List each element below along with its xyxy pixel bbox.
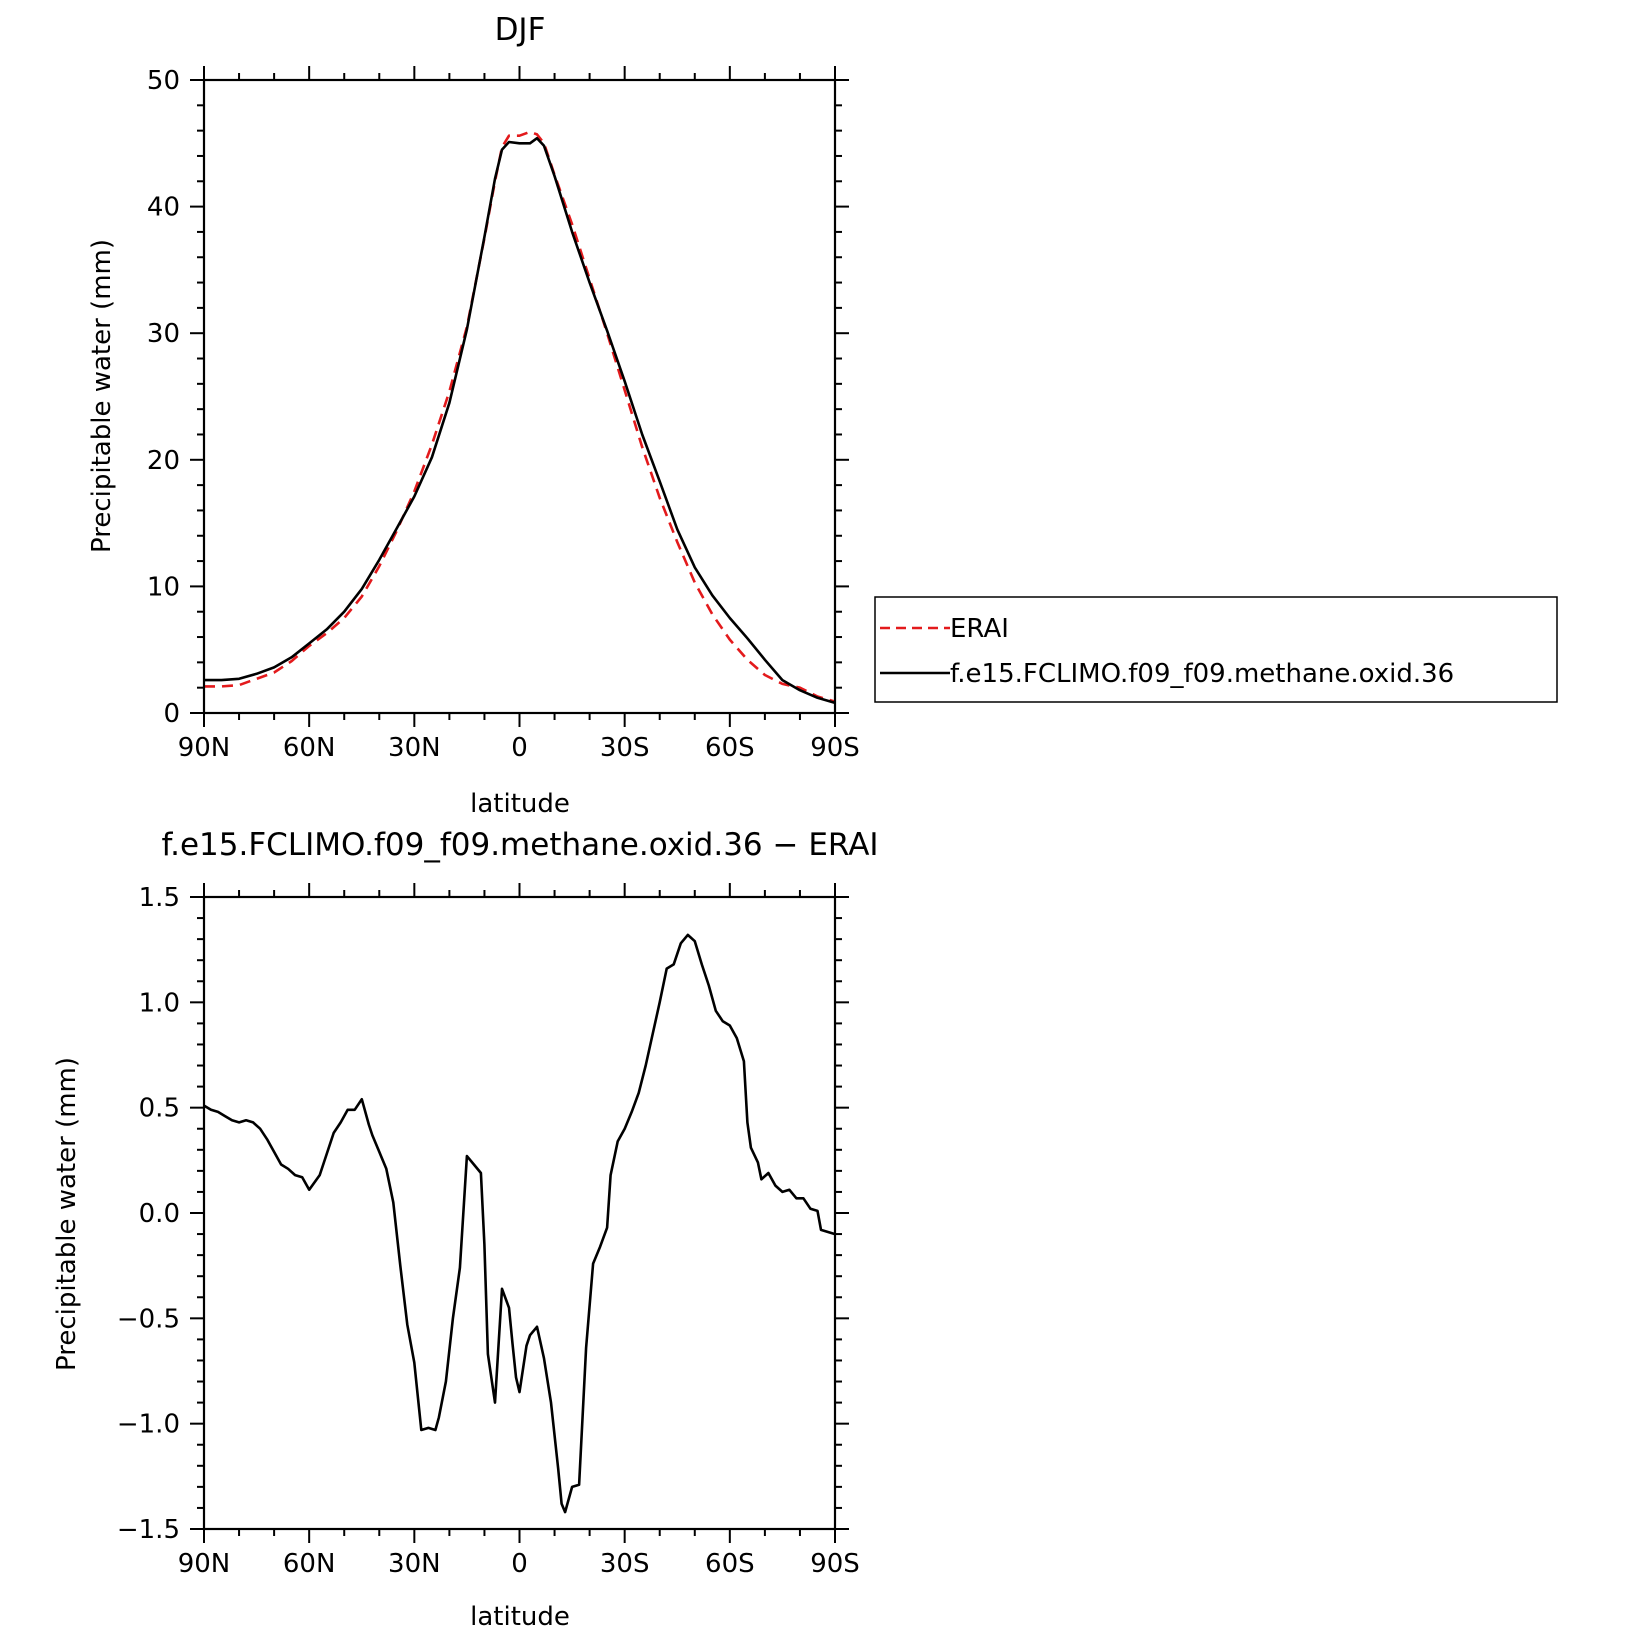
y-tick-label: 0.0 (139, 1199, 180, 1229)
x-tick-label: 30N (388, 1549, 441, 1579)
y-tick-label: −1.5 (117, 1515, 180, 1545)
series-layer (204, 130, 836, 705)
x-tick-label: 90S (810, 733, 860, 763)
y-tick-label: 30 (147, 319, 180, 349)
y-tick-label: 50 (147, 66, 180, 96)
y-tick-label: 10 (147, 572, 180, 602)
x-tick-label: 30S (600, 1549, 650, 1579)
x-axis-label: latitude (470, 1602, 570, 1632)
legend-label-erai: ERAI (950, 614, 1009, 644)
y-tick-label: 20 (147, 446, 180, 476)
series-line-0 (203, 933, 836, 1514)
chart-title: f.e15.FCLIMO.f09_f09.methane.oxid.36 − E… (161, 827, 878, 863)
y-axis: 1.5 1.0 0.5 0.0 −0.5 −1.0 −1.5 (117, 883, 849, 1545)
y-tick-label: 1.5 (139, 883, 180, 913)
x-axis: 90N 60N 30N 0 30S 60S 90S (178, 66, 860, 763)
x-tick-label: 90S (810, 1549, 860, 1579)
legend: ERAI f.e15.FCLIMO.f09_f09.methane.oxid.3… (874, 596, 1558, 703)
x-tick-label: 90N (178, 1549, 231, 1579)
x-tick-label: 60N (283, 733, 336, 763)
legend-label-model: f.e15.FCLIMO.f09_f09.methane.oxid.36 (950, 659, 1454, 689)
series-line-f-e15-fclimo-f09-f09-methane-oxid-36 (204, 136, 836, 705)
x-tick-label: 30S (600, 733, 650, 763)
y-tick-label: 1.0 (139, 988, 180, 1018)
y-tick-label: −0.5 (117, 1304, 180, 1334)
x-tick-label: 0 (511, 733, 528, 763)
y-tick-label: 0 (163, 699, 180, 729)
x-tick-label: 30N (388, 733, 441, 763)
plot-frame (202, 78, 837, 715)
x-tick-label: 0 (511, 1549, 528, 1579)
x-tick-label: 60N (283, 1549, 336, 1579)
x-tick-label: 60S (705, 733, 755, 763)
panel-bottom: f.e15.FCLIMO.f09_f09.methane.oxid.36 − E… (52, 827, 879, 1632)
y-tick-label: −1.0 (117, 1410, 180, 1440)
plot-frame (202, 895, 837, 1531)
x-axis-label: latitude (470, 789, 570, 819)
x-tick-label: 60S (705, 1549, 755, 1579)
y-axis-label: Precipitable water (mm) (52, 1057, 82, 1371)
series-line-erai (204, 130, 836, 703)
series-layer (203, 933, 836, 1514)
y-tick-label: 0.5 (139, 1094, 180, 1124)
y-axis-label: Precipitable water (mm) (87, 239, 117, 553)
x-axis: 90N 60N 30N 0 30S 60S 90S (178, 883, 860, 1579)
chart-title: DJF (495, 12, 546, 48)
y-tick-label: 40 (147, 193, 180, 223)
x-tick-label: 90N (178, 733, 231, 763)
panel-top: DJF 90N 60N 30N 0 30S 60S 90S 0 10 20 30 40 50 lati… (87, 12, 1558, 819)
legend-box (874, 596, 1558, 703)
y-axis: 0 10 20 30 40 50 (147, 66, 849, 729)
